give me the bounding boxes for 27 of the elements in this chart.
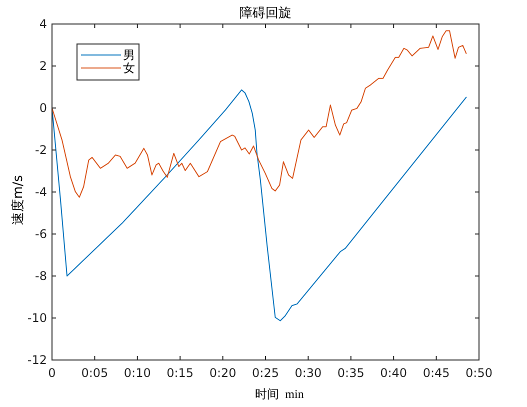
y-axis-title: 速度m/s [10,174,26,225]
x-axis-title: 时间 min [255,387,304,401]
x-tick-label: 0:25 [252,366,279,380]
x-tick-label: 0:45 [422,366,450,380]
x-tick-label: 0:35 [337,366,364,380]
y-tick-label: -8 [35,269,47,283]
x-tick-label: 0 [48,366,56,380]
y-tick-label: -6 [35,227,47,241]
x-tick-label: 0:05 [81,366,108,380]
x-tick-label: 0:15 [166,366,194,380]
x-tick-label: 0:20 [209,366,236,380]
x-tick-label: 0:30 [294,366,322,380]
legend-label: 女 [123,61,135,75]
y-tick-label: 0 [39,101,47,115]
y-tick-label: -12 [27,353,47,367]
y-tick-label: -4 [35,185,47,199]
line-series [52,89,467,322]
y-tick-label: 4 [39,17,47,31]
chart-title: 障碍回旋 [240,5,292,20]
x-tick-label: 0:50 [466,366,492,380]
y-tick-label: 2 [39,59,47,73]
x-tick-label: 0:40 [380,366,408,380]
line-series [52,30,467,198]
y-tick-label: -10 [27,311,47,325]
legend-label: 男 [123,48,135,62]
x-tick-label: 0:10 [124,366,151,380]
y-tick-label: -2 [35,143,47,157]
